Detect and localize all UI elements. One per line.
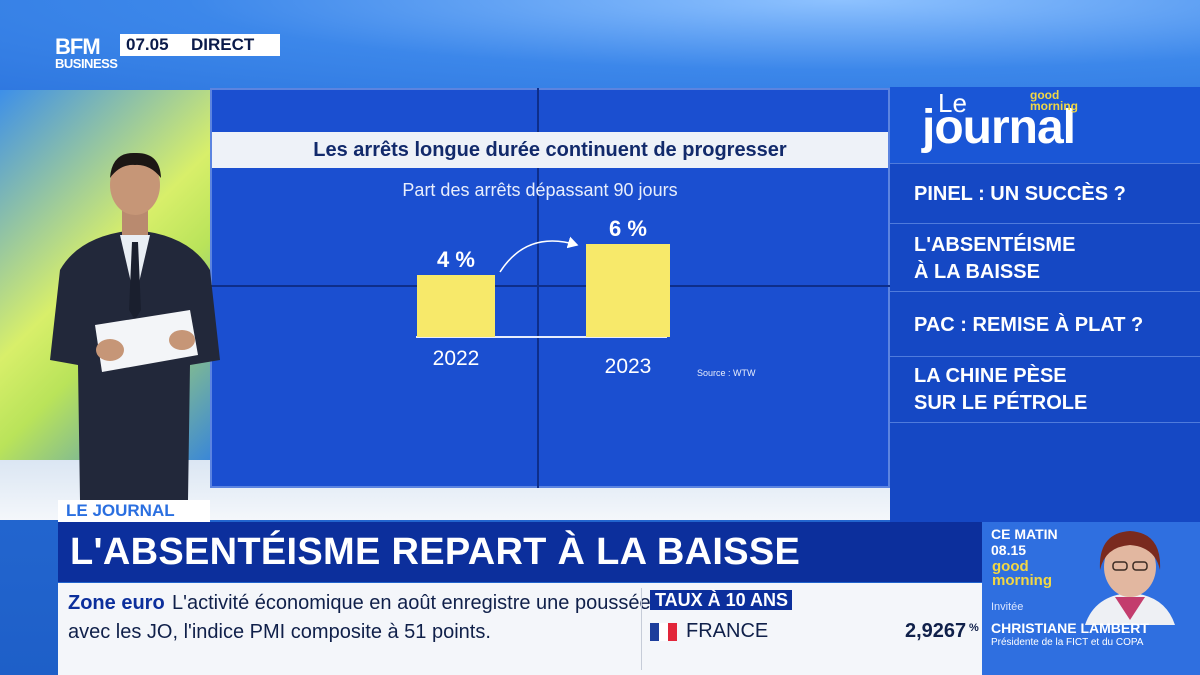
chart-subtitle: Part des arrêts dépassant 90 jours	[402, 180, 678, 200]
journal-title: journal	[922, 101, 1076, 154]
guest-panel	[982, 522, 1200, 675]
bfm-business-logo: BFM BUSINESS	[55, 34, 118, 74]
rundown-item-line: PAC : REMISE À PLAT ?	[914, 314, 1144, 336]
rundown-item-line: L'ABSENTÉISME	[914, 234, 1076, 256]
headline-bar: L'ABSENTÉISME REPART À LA BAISSE	[58, 522, 982, 582]
guest-title: Présidente de la FICT et du COPA	[991, 637, 1144, 648]
good-morning-bottom: morning	[992, 572, 1052, 589]
rate-label-background	[650, 590, 792, 610]
clock-bug: 07.05 DIRECT	[120, 34, 280, 56]
rundown-item: LA CHINE PÈSE SUR LE PÉTROLE	[890, 356, 1200, 422]
ticker-text-line2: avec les JO, l'indice PMI composite à 51…	[68, 621, 491, 643]
category-label: 2023	[605, 355, 652, 378]
guest-when: CE MATIN	[991, 526, 1058, 542]
category-label: 2022	[433, 347, 480, 370]
good-morning-bottom: morning	[1030, 99, 1078, 113]
journal-header	[890, 87, 1200, 163]
headline-text: L'ABSENTÉISME REPART À LA BAISSE	[70, 531, 801, 573]
rundown-item-line: PINEL : UN SUCCÈS ?	[914, 183, 1126, 205]
guest-time: 08.15	[991, 542, 1027, 558]
video-wall-seam	[210, 285, 890, 287]
rundown-item: PAC : REMISE À PLAT ?	[890, 291, 1200, 356]
live-label: DIRECT	[191, 35, 255, 54]
bar-value-label: 6 %	[609, 216, 647, 241]
chart-title: Les arrêts longue durée continuent de pr…	[313, 139, 787, 161]
guest-portrait	[1085, 531, 1175, 625]
bar-value-label: 4 %	[437, 247, 475, 272]
rate-value: 2,9267	[905, 620, 967, 642]
ticker-topic: Zone euro	[68, 592, 165, 614]
bar-2023	[586, 244, 670, 337]
bar-chart: 4 % 2022 6 % 2023	[416, 216, 670, 378]
logo-text: BFM	[55, 34, 101, 59]
section-tag: LE JOURNAL	[58, 500, 210, 522]
video-wall-seam	[537, 88, 539, 488]
rundown-item: L'ABSENTÉISME À LA BAISSE	[890, 223, 1200, 291]
good-morning-top: good	[1030, 88, 1060, 102]
chart-title-band	[212, 132, 888, 168]
rundown-item-line: SUR LE PÉTROLE	[914, 392, 1088, 414]
rundown-item: PINEL : UN SUCCÈS ?	[890, 163, 1200, 223]
progression-arrow	[499, 236, 579, 273]
section-tag-label: LE JOURNAL	[66, 501, 175, 520]
good-morning-top: good	[992, 558, 1029, 575]
guest-role-label: Invitée	[991, 601, 1024, 613]
rundown-spacer	[890, 422, 1200, 522]
guest-name: CHRISTIANE LAMBERT	[991, 620, 1149, 636]
ticker-divider	[641, 588, 642, 670]
rate-country: FRANCE	[686, 620, 769, 642]
rate-label: TAUX À 10 ANS	[655, 590, 789, 610]
chart-source: Source : WTW	[697, 368, 756, 378]
rate-unit: %	[969, 622, 979, 634]
rundown-item-line: LA CHINE PÈSE	[914, 365, 1067, 387]
presenter	[50, 152, 220, 500]
news-ticker	[58, 583, 982, 675]
journal-title-le: Le	[938, 88, 967, 118]
bar-2022	[417, 275, 495, 337]
ticker-text-line1: L'activité économique en août enregistre…	[172, 592, 651, 614]
france-flag-icon	[650, 623, 677, 641]
good-morning-logo: good morning	[1030, 88, 1078, 113]
logo-subtext: BUSINESS	[55, 56, 118, 71]
clock-time: 07.05	[126, 35, 169, 54]
good-morning-logo: good morning	[992, 558, 1052, 589]
rundown-item-line: À LA BAISSE	[914, 261, 1040, 283]
